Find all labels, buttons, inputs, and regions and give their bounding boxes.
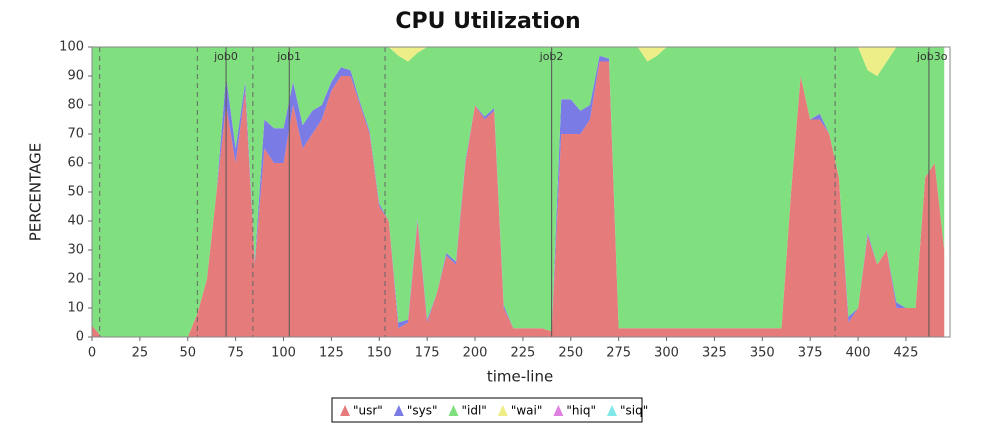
y-tick-label: 40 — [67, 214, 84, 229]
legend-label: "usr" — [353, 404, 383, 418]
annotation-label: job1 — [276, 50, 301, 63]
area — [92, 47, 945, 337]
annotation-label: job0 — [213, 50, 238, 63]
legend-label: "idl" — [462, 404, 487, 418]
legend-swatch — [553, 405, 564, 416]
x-tick-label: 125 — [319, 346, 344, 361]
y-tick-label: 0 — [76, 330, 84, 345]
legend-label: "hiq" — [566, 404, 596, 418]
x-tick-label: 150 — [367, 346, 392, 361]
x-tick-label: 425 — [894, 346, 919, 361]
y-tick-label: 80 — [67, 98, 84, 113]
x-tick-label: 175 — [415, 346, 440, 361]
legend-swatch — [497, 405, 508, 416]
x-tick-label: 375 — [798, 346, 823, 361]
y-tick-label: 30 — [67, 243, 84, 258]
legend-label: "wai" — [511, 404, 543, 418]
x-tick-label: 50 — [179, 346, 196, 361]
x-tick-label: 250 — [558, 346, 583, 361]
chart-title: CPU Utilization — [395, 9, 580, 34]
legend-label: "sys" — [407, 404, 438, 418]
annotation-label: job3o — [916, 50, 948, 63]
x-axis-label: time-line — [487, 368, 553, 386]
annotation-label: job2 — [539, 50, 564, 63]
x-tick-label: 200 — [463, 346, 488, 361]
legend-box — [331, 397, 643, 423]
y-tick-label: 100 — [59, 40, 84, 55]
y-tick-label: 60 — [67, 156, 84, 171]
legend-swatch — [393, 405, 404, 416]
legend-label: "siq" — [620, 404, 648, 418]
x-tick-label: 225 — [511, 346, 536, 361]
y-tick-label: 10 — [67, 301, 84, 316]
legend-swatch — [340, 405, 350, 416]
y-tick-label: 20 — [67, 272, 84, 287]
y-tick-label: 50 — [67, 185, 84, 200]
x-tick-label: 75 — [227, 346, 244, 361]
y-tick-label: 90 — [67, 69, 84, 84]
y-axis-label: PERCENTAGE — [27, 143, 45, 241]
x-tick-label: 100 — [271, 346, 296, 361]
x-tick-label: 275 — [606, 346, 631, 361]
x-tick-label: 325 — [702, 346, 727, 361]
x-tick-label: 400 — [846, 346, 871, 361]
legend-swatch — [448, 405, 459, 416]
area — [92, 55, 945, 337]
area — [92, 61, 945, 337]
legend-swatch — [606, 405, 617, 416]
x-tick-label: 0 — [88, 346, 96, 361]
x-tick-label: 25 — [132, 346, 149, 361]
y-tick-label: 70 — [67, 127, 84, 142]
x-tick-label: 350 — [750, 346, 775, 361]
x-tick-label: 300 — [654, 346, 679, 361]
